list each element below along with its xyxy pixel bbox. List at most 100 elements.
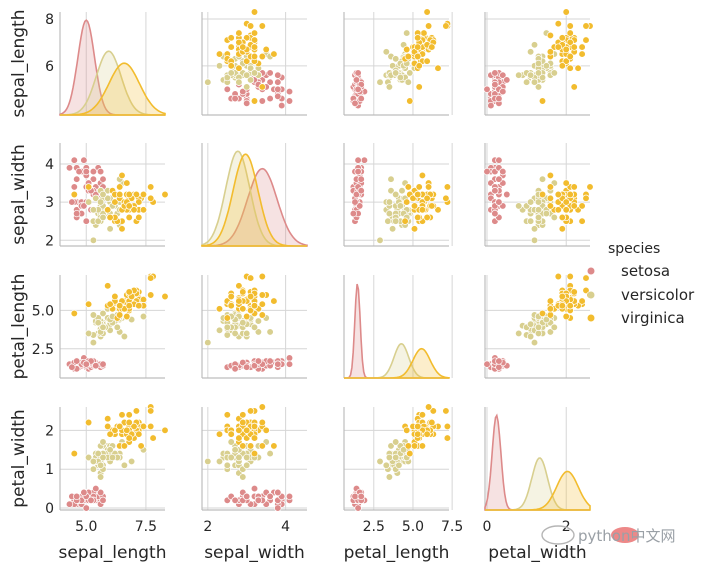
panel-petal_width-vs-sepal_width bbox=[201, 403, 307, 512]
point-setosa bbox=[223, 85, 231, 93]
point-virginica bbox=[116, 183, 124, 191]
point-virginica bbox=[554, 272, 562, 281]
panel-sepal_width-vs-petal_length bbox=[343, 143, 453, 247]
point-versicolor bbox=[534, 198, 543, 206]
point-virginica bbox=[423, 8, 431, 16]
point-versicolor bbox=[382, 461, 390, 469]
point-setosa bbox=[239, 358, 247, 367]
panel-sepal_width-vs-sepal_length bbox=[59, 143, 169, 247]
point-virginica bbox=[258, 52, 266, 61]
point-virginica bbox=[270, 297, 278, 305]
point-virginica bbox=[570, 83, 578, 91]
point-virginica bbox=[243, 34, 251, 42]
point-virginica bbox=[235, 282, 243, 290]
point-virginica bbox=[227, 62, 235, 70]
point-versicolor bbox=[231, 446, 239, 454]
point-virginica bbox=[250, 52, 259, 61]
x-axis-title-sepal_width: sepal_width bbox=[204, 543, 305, 563]
point-setosa bbox=[495, 156, 503, 164]
point-virginica bbox=[442, 22, 450, 30]
point-virginica bbox=[125, 190, 133, 199]
point-virginica bbox=[258, 83, 266, 91]
point-virginica bbox=[258, 300, 266, 308]
point-virginica bbox=[84, 183, 93, 191]
point-virginica bbox=[424, 22, 433, 30]
point-virginica bbox=[106, 300, 114, 308]
y-tick-label: 6 bbox=[45, 59, 54, 75]
point-virginica bbox=[118, 411, 126, 419]
point-virginica bbox=[401, 217, 409, 225]
point-setosa bbox=[499, 71, 507, 79]
point-versicolor bbox=[96, 198, 105, 206]
point-setosa bbox=[285, 87, 294, 96]
point-virginica bbox=[104, 282, 112, 290]
point-setosa bbox=[491, 209, 499, 218]
point-setosa bbox=[266, 357, 274, 365]
point-setosa bbox=[266, 78, 274, 86]
point-virginica bbox=[104, 415, 112, 423]
point-virginica bbox=[227, 302, 235, 310]
point-setosa bbox=[73, 357, 81, 365]
point-virginica bbox=[250, 449, 259, 458]
point-versicolor bbox=[89, 236, 98, 244]
legend-marker-versicolor bbox=[587, 291, 595, 299]
point-virginica bbox=[270, 442, 278, 450]
point-virginica bbox=[70, 190, 78, 199]
point-setosa bbox=[483, 167, 491, 176]
point-versicolor bbox=[89, 338, 98, 347]
point-versicolor bbox=[385, 83, 394, 91]
point-versicolor bbox=[96, 461, 105, 469]
x-axis-title-petal_length: petal_length bbox=[344, 543, 450, 563]
point-virginica bbox=[239, 442, 247, 450]
x-axis-title-petal_width: petal_width bbox=[488, 543, 586, 563]
y-tick-label: 1 bbox=[45, 462, 54, 478]
point-setosa bbox=[96, 488, 105, 497]
legend-marker-virginica bbox=[587, 314, 595, 322]
point-versicolor bbox=[534, 213, 543, 222]
point-virginica bbox=[239, 305, 247, 313]
point-setosa bbox=[92, 484, 100, 493]
point-versicolor bbox=[550, 69, 558, 77]
point-setosa bbox=[349, 209, 358, 218]
point-virginica bbox=[125, 213, 133, 222]
point-versicolor bbox=[127, 457, 136, 466]
point-versicolor bbox=[387, 175, 395, 183]
point-setosa bbox=[499, 167, 507, 176]
point-setosa bbox=[231, 365, 239, 373]
point-virginica bbox=[235, 29, 243, 37]
panel-sepal_width-vs-petal_width bbox=[483, 143, 594, 247]
point-virginica bbox=[104, 422, 112, 431]
x-axis-title-sepal_length: sepal_length bbox=[59, 543, 167, 563]
x-tick-label: 2.5 bbox=[363, 519, 385, 535]
point-virginica bbox=[586, 183, 594, 191]
point-versicolor bbox=[204, 457, 212, 466]
point-virginica bbox=[250, 29, 259, 37]
point-virginica bbox=[258, 403, 266, 411]
point-versicolor bbox=[546, 328, 555, 336]
point-virginica bbox=[414, 213, 422, 222]
point-setosa bbox=[80, 488, 88, 497]
point-virginica bbox=[582, 286, 590, 295]
point-virginica bbox=[243, 426, 251, 434]
point-virginica bbox=[116, 311, 124, 319]
point-virginica bbox=[227, 292, 235, 301]
point-setosa bbox=[73, 175, 81, 183]
point-setosa bbox=[357, 175, 365, 183]
point-versicolor bbox=[94, 319, 102, 327]
point-virginica bbox=[415, 183, 423, 191]
point-virginica bbox=[558, 62, 566, 70]
point-versicolor bbox=[120, 461, 129, 469]
point-versicolor bbox=[254, 317, 263, 325]
point-virginica bbox=[84, 300, 93, 308]
point-virginica bbox=[132, 190, 141, 199]
point-setosa bbox=[250, 484, 259, 493]
point-virginica bbox=[235, 434, 243, 442]
y-tick-label: 5.0 bbox=[32, 303, 54, 319]
point-virginica bbox=[235, 426, 243, 434]
point-setosa bbox=[357, 187, 365, 195]
point-versicolor bbox=[108, 453, 117, 462]
point-versicolor bbox=[534, 59, 543, 68]
point-virginica bbox=[250, 36, 259, 44]
point-versicolor bbox=[239, 473, 247, 481]
